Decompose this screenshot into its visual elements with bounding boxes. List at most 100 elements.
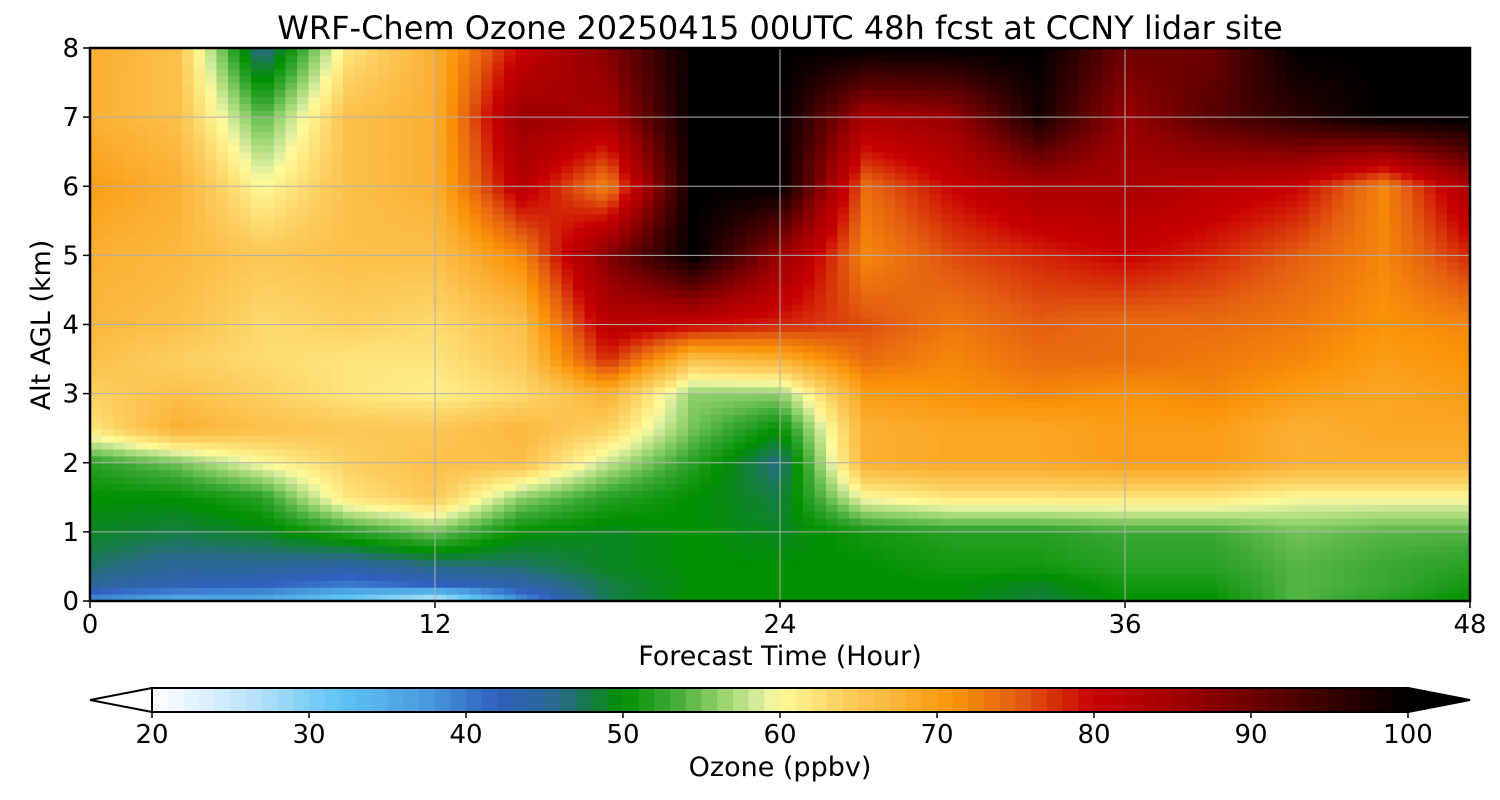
heatmap-cell [918,372,931,381]
heatmap-cell [791,483,804,491]
heatmap-cell [952,559,965,568]
heatmap-cell [481,594,494,601]
heatmap-cell [1090,531,1103,540]
heatmap-cell [1447,538,1460,547]
heatmap-cell [952,483,965,491]
heatmap-cell [872,587,885,595]
heatmap-cell [1412,524,1425,533]
heatmap-cell [688,359,701,367]
heatmap-cell [918,428,931,436]
heatmap-cell [1263,462,1276,471]
heatmap-cell [1447,379,1460,388]
heatmap-cell [1079,462,1092,471]
heatmap-cell [1079,324,1092,333]
heatmap-cell [124,421,137,429]
heatmap-cell [1067,580,1080,588]
heatmap-cell [1010,317,1023,326]
heatmap-cell [1102,317,1115,326]
heatmap-cell [1113,559,1126,568]
heatmap-cell [412,531,425,540]
heatmap-cell [619,455,632,464]
heatmap-cell [987,497,1000,505]
heatmap-cell [1297,365,1310,374]
heatmap-cell [1435,365,1448,374]
heatmap-cell [251,345,264,353]
heatmap-cell [1274,469,1287,478]
heatmap-cell [228,531,241,540]
heatmap-cell [1228,573,1241,581]
heatmap-cell [768,580,781,588]
heatmap-cell [1366,421,1379,429]
heatmap-cell [1125,393,1138,402]
heatmap-cell [504,324,517,333]
heatmap-cell [504,400,517,409]
heatmap-cell [688,573,701,581]
heatmap-cell [883,386,896,395]
heatmap-cell [699,379,712,388]
heatmap-cell [320,504,333,512]
heatmap-cell [412,483,425,491]
heatmap-cell [1205,414,1218,422]
heatmap-cell [1297,393,1310,402]
heatmap-cell [527,511,540,519]
heatmap-cell [389,386,402,395]
heatmap-cell [1332,448,1345,457]
heatmap-cell [274,331,287,339]
heatmap-cell [1125,573,1138,581]
heatmap-cell [642,545,655,554]
heatmap-cell [826,587,839,595]
heatmap-cell [1182,442,1195,450]
heatmap-cell [1090,442,1103,450]
heatmap-cell [998,324,1011,333]
heatmap-cell [538,573,551,581]
heatmap-cell [1435,483,1448,491]
heatmap-cell [607,386,620,395]
heatmap-cell [711,379,724,388]
heatmap-cell [1228,566,1241,574]
heatmap-cell [1412,428,1425,436]
heatmap-cell [124,504,137,512]
heatmap-cell [492,365,505,374]
heatmap-cell [987,552,1000,561]
heatmap-cell [653,359,666,367]
heatmap-cell [320,566,333,574]
heatmap-cell [205,372,218,381]
heatmap-cell [239,379,252,388]
heatmap-cell [251,400,264,409]
heatmap-cell [1090,414,1103,422]
heatmap-cell [308,407,321,415]
heatmap-cell [1205,490,1218,498]
heatmap-cell [883,345,896,353]
heatmap-cell [193,559,206,568]
heatmap-cell [1389,490,1402,498]
heatmap-cell [653,400,666,409]
heatmap-cell [722,365,735,374]
heatmap-cell [446,483,459,491]
heatmap-cell [918,531,931,540]
heatmap-cell [1366,559,1379,568]
heatmap-cell [1102,490,1115,498]
heatmap-cell [366,359,379,367]
heatmap-cell [722,310,735,319]
heatmap-cell [872,421,885,429]
heatmap-cell [182,428,195,436]
heatmap-cell [435,469,448,478]
heatmap-cell [906,566,919,574]
heatmap-cell [1309,352,1322,360]
heatmap-cell [458,435,471,443]
heatmap-cell [400,490,413,498]
heatmap-cell [584,483,597,491]
heatmap-cell [711,476,724,485]
heatmap-cell [1309,573,1322,581]
heatmap-cell [929,483,942,491]
heatmap-cell [228,538,241,547]
heatmap-cell [297,352,310,360]
heatmap-cell [354,511,367,519]
heatmap-cell [1102,566,1115,574]
heatmap-cell [1343,435,1356,443]
heatmap-cell [952,573,965,581]
heatmap-cell [412,407,425,415]
heatmap-cell [492,504,505,512]
heatmap-cell [803,497,816,505]
heatmap-cell [699,524,712,533]
